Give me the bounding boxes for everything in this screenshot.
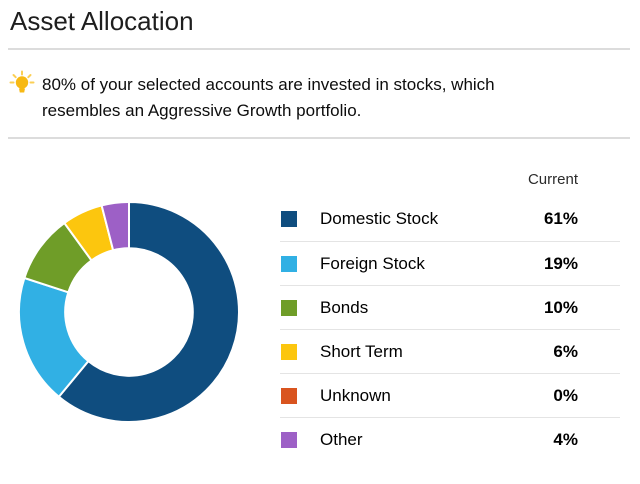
legend-value: 6% xyxy=(553,341,578,361)
donut-chart xyxy=(18,200,240,423)
legend-label: Domestic Stock xyxy=(320,209,439,228)
allocation-legend: Current Domestic Stock 61% Foreign Stock 19… xyxy=(280,163,620,461)
tip-message: 80% of your selected accounts are invest… xyxy=(42,75,495,120)
page-title: Asset Allocation xyxy=(10,6,194,36)
legend-value: 61% xyxy=(543,209,578,228)
legend-rows: Domestic Stock 61% Foreign Stock 19% Bonds 10… xyxy=(280,197,620,461)
legend-row-foreign-stock: Foreign Stock 19% xyxy=(280,241,620,285)
legend-row-unknown: Unknown 0% xyxy=(280,373,620,417)
legend-swatch-other xyxy=(281,431,297,448)
legend-row-bonds: Bonds 10% xyxy=(280,285,620,329)
legend-swatch-bonds xyxy=(281,299,297,316)
legend-label: Bonds xyxy=(320,297,369,317)
legend-label: Other xyxy=(320,429,363,449)
legend-swatch-unknown xyxy=(281,387,297,404)
legend-swatch-foreign-stock xyxy=(281,255,297,272)
legend-swatch-domestic-stock xyxy=(281,211,297,227)
legend-column-header: Current xyxy=(527,171,578,188)
legend-label: Short Term xyxy=(320,341,403,361)
legend-value: 4% xyxy=(553,429,578,449)
donut-segment-domestic-stock xyxy=(57,200,240,423)
legend-row-short-term: Short Term 6% xyxy=(280,329,620,373)
donut-segment-other xyxy=(100,200,130,252)
divider xyxy=(8,137,630,139)
divider xyxy=(8,48,630,50)
legend-row-domestic-stock: Domestic Stock 61% xyxy=(280,197,620,241)
legend-value: 10% xyxy=(543,297,578,317)
lightbulb-icon xyxy=(9,70,35,93)
legend-label: Foreign Stock xyxy=(320,253,425,273)
legend-label: Unknown xyxy=(320,385,391,405)
legend-value: 0% xyxy=(553,385,578,405)
legend-swatch-short-term xyxy=(281,343,297,360)
legend-value: 19% xyxy=(543,253,578,273)
legend-row-other: Other 4% xyxy=(280,417,620,461)
